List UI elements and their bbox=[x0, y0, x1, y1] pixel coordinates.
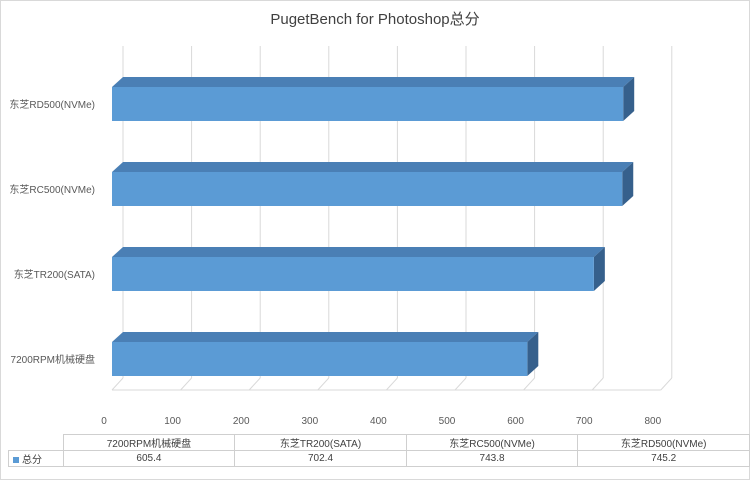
gridline-floor bbox=[386, 377, 398, 391]
x-tick-label: 700 bbox=[576, 416, 593, 427]
y-category-label: 7200RPM机械硬盘 bbox=[11, 353, 95, 366]
gridline-floor bbox=[180, 377, 192, 391]
data-table-value: 743.8 bbox=[405, 450, 579, 467]
data-table: 7200RPM机械硬盘 东芝TR200(SATA) 东芝RC500(NVMe) … bbox=[8, 434, 750, 467]
bar bbox=[112, 172, 623, 206]
bar-top-face bbox=[112, 332, 539, 342]
y-category-label: 东芝RC500(NVMe) bbox=[9, 183, 95, 196]
bar-side-face bbox=[622, 162, 634, 206]
data-table-row-label: 总分 bbox=[8, 450, 64, 467]
bar-side-face bbox=[623, 77, 635, 121]
gridline-floor bbox=[523, 377, 535, 391]
bar-side-face bbox=[593, 247, 605, 291]
gridline-floor bbox=[317, 377, 330, 391]
gridline-floor bbox=[111, 377, 124, 391]
data-table-value: 605.4 bbox=[62, 450, 236, 467]
bar bbox=[112, 87, 624, 121]
bar-top-face bbox=[112, 162, 634, 172]
gridline-floor bbox=[454, 377, 467, 391]
bar-top-face bbox=[112, 77, 635, 87]
data-table-header: 东芝RC500(NVMe) bbox=[405, 434, 579, 451]
x-tick-label: 100 bbox=[164, 416, 181, 427]
data-table-header-row: 7200RPM机械硬盘 东芝TR200(SATA) 东芝RC500(NVMe) … bbox=[8, 434, 750, 451]
gridline-floor bbox=[591, 377, 604, 391]
data-table-value: 745.2 bbox=[577, 450, 750, 467]
y-category-label: 东芝RD500(NVMe) bbox=[9, 98, 95, 111]
data-table-header: 东芝TR200(SATA) bbox=[234, 434, 407, 451]
data-table-header: 7200RPM机械硬盘 bbox=[62, 434, 236, 451]
data-table-header: 东芝RD500(NVMe) bbox=[577, 434, 750, 451]
bar-top-face bbox=[112, 247, 605, 257]
chart-title: PugetBench for Photoshop总分 bbox=[270, 11, 480, 28]
x-tick-label: 400 bbox=[370, 416, 387, 427]
data-table-row: 总分 605.4 702.4 743.8 745.2 bbox=[8, 450, 750, 467]
x-tick-label: 800 bbox=[644, 416, 661, 427]
x-tick-label: 300 bbox=[301, 416, 318, 427]
x-tick-label: 0 bbox=[101, 416, 107, 427]
bar bbox=[112, 257, 594, 291]
data-table-value: 702.4 bbox=[234, 450, 407, 467]
legend-key-icon bbox=[13, 457, 19, 464]
bar bbox=[112, 342, 528, 376]
gridline-floor bbox=[660, 377, 673, 391]
x-tick-label: 500 bbox=[439, 416, 456, 427]
x-tick-label: 600 bbox=[507, 416, 524, 427]
legend-series-label: 总分 bbox=[22, 455, 42, 466]
gridline-floor bbox=[248, 377, 261, 391]
bar-side-face bbox=[527, 332, 539, 376]
x-tick-label: 200 bbox=[233, 416, 250, 427]
y-category-label: 东芝TR200(SATA) bbox=[14, 268, 95, 281]
data-table-corner bbox=[8, 434, 64, 451]
